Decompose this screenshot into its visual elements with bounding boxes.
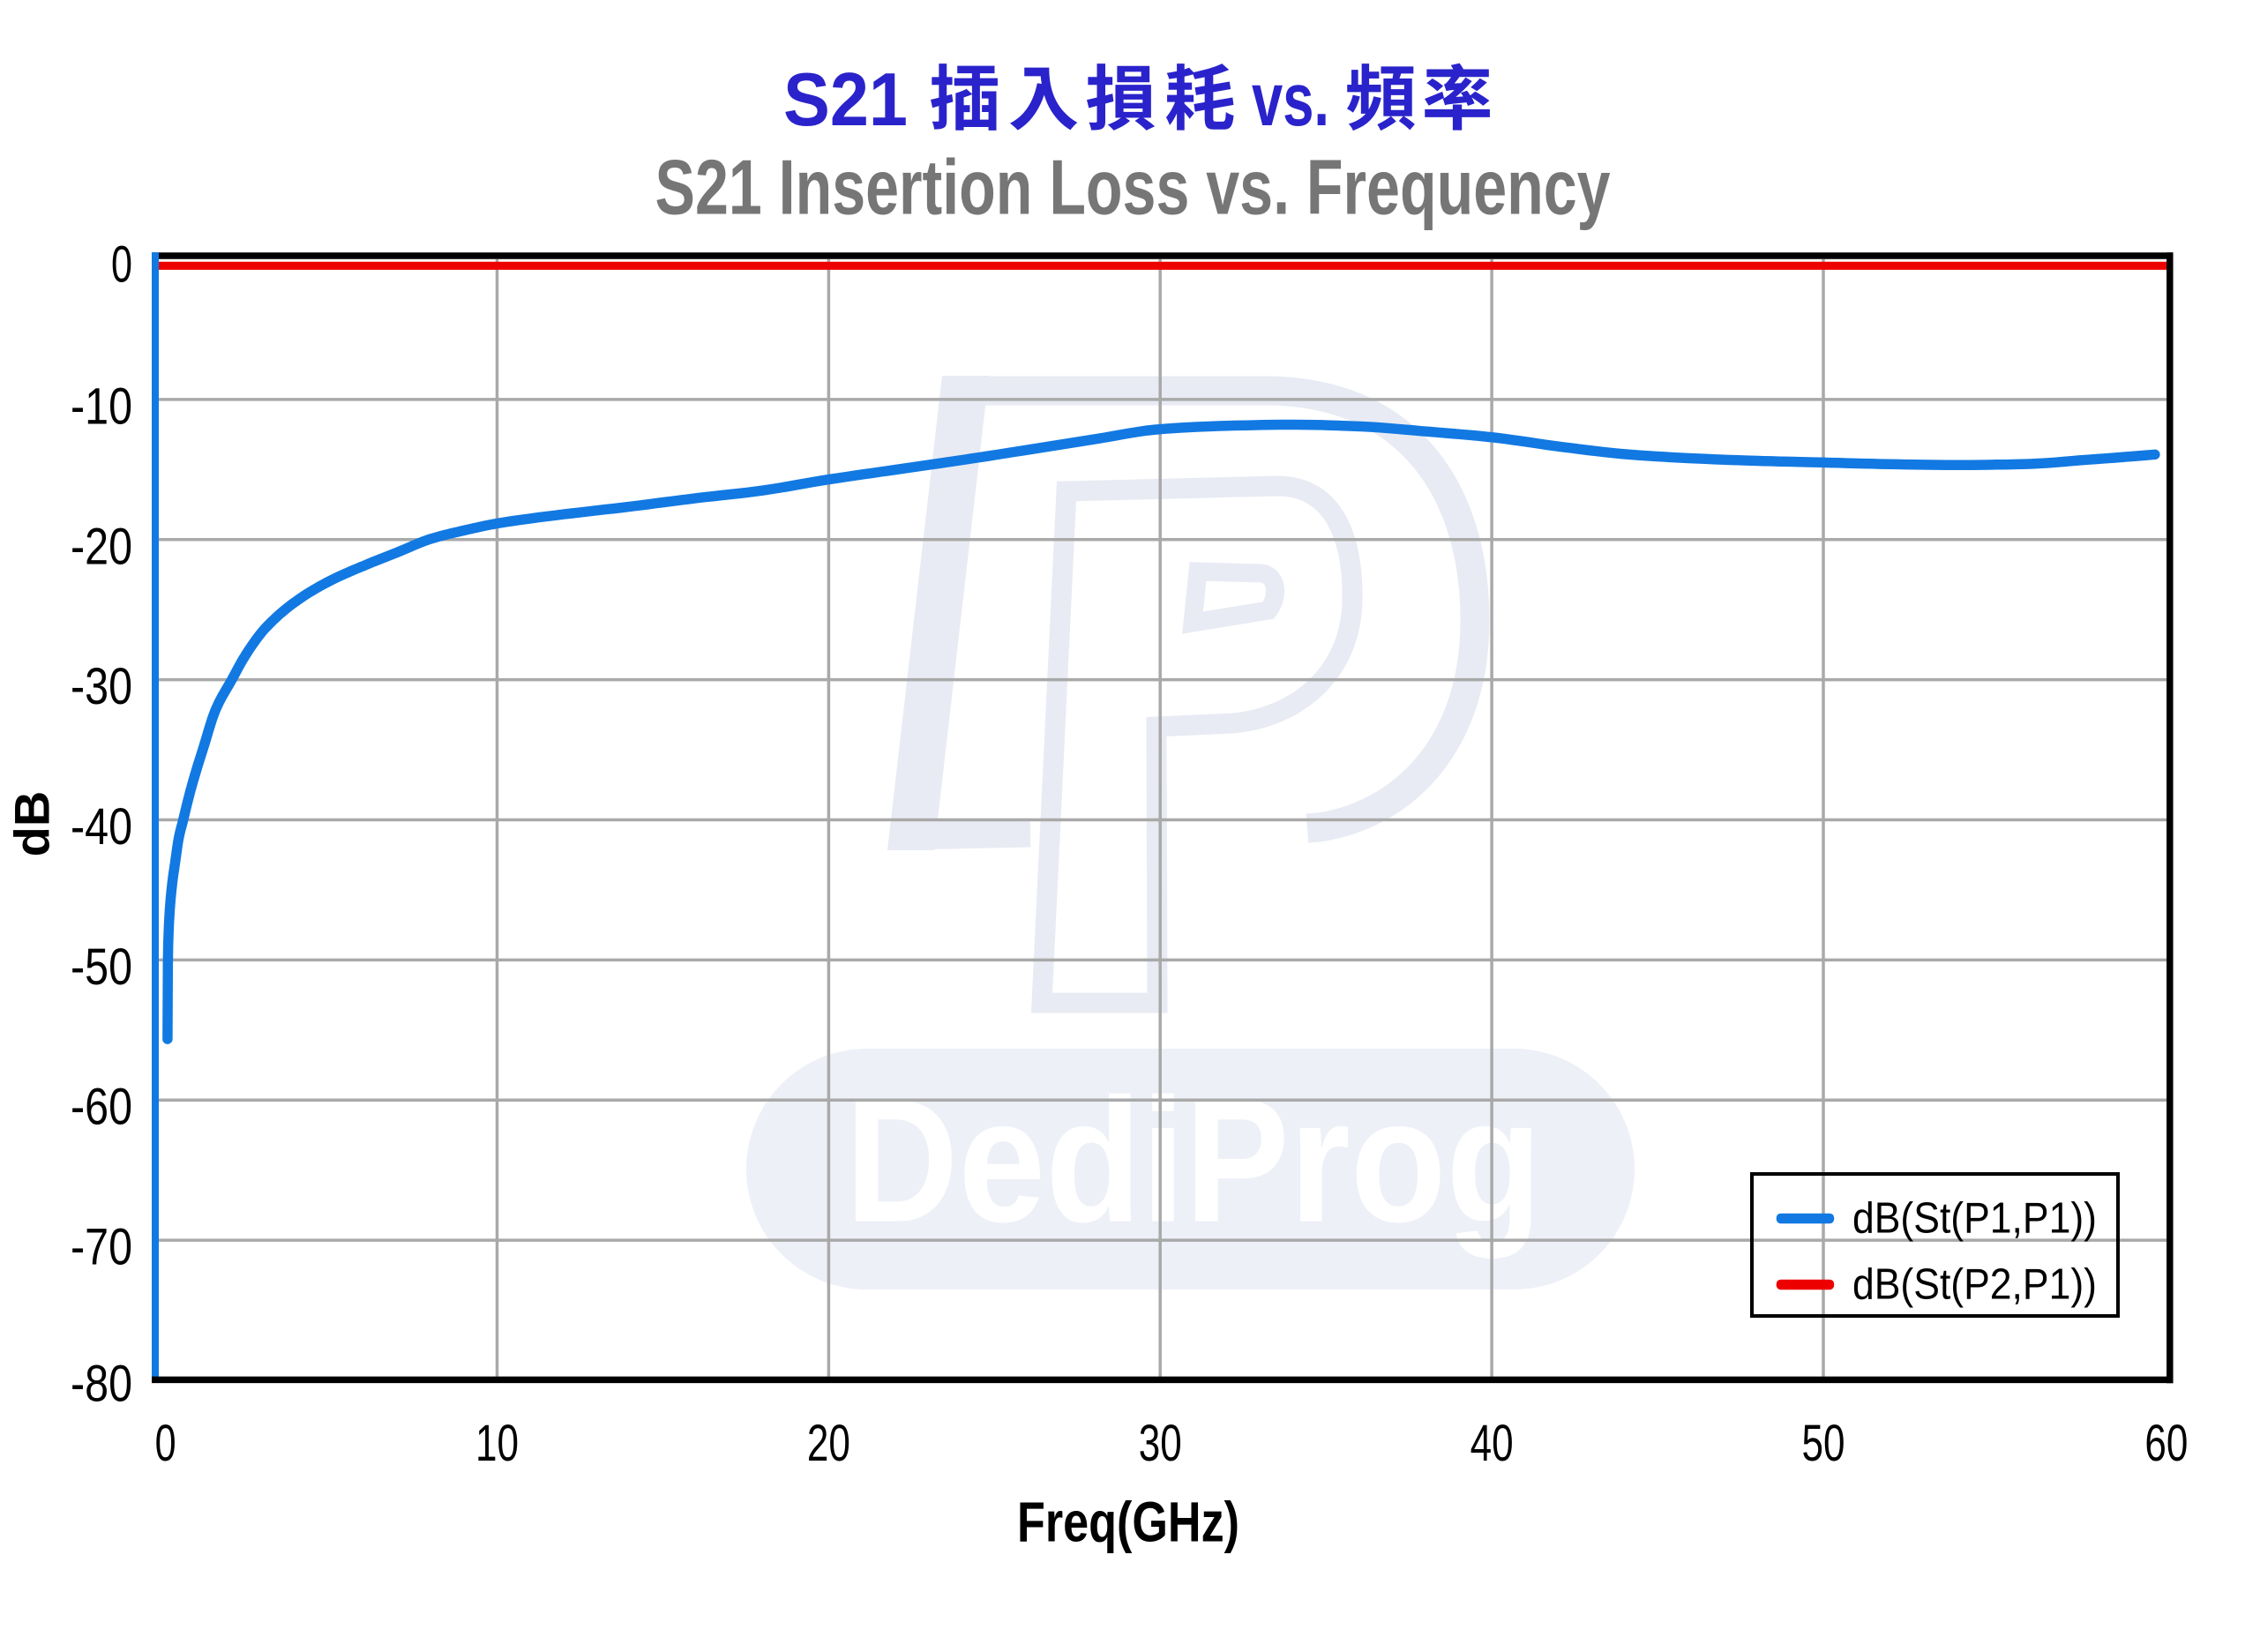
svg-text:40: 40: [1470, 1415, 1514, 1472]
svg-text:dB(St(P1,P1)): dB(St(P1,P1)): [1852, 1194, 2097, 1242]
svg-text:vs.: vs.: [1252, 58, 1329, 142]
svg-text:DediProg: DediProg: [845, 1063, 1542, 1260]
svg-text:0: 0: [155, 1415, 176, 1472]
svg-text:-30: -30: [71, 658, 132, 715]
svg-text:-10: -10: [71, 377, 132, 435]
svg-text:dB: dB: [4, 791, 60, 857]
svg-text:-20: -20: [71, 518, 132, 575]
svg-text:0: 0: [111, 236, 132, 294]
svg-text:30: 30: [1139, 1415, 1182, 1472]
svg-text:-60: -60: [71, 1079, 132, 1136]
svg-text:-80: -80: [71, 1356, 132, 1413]
svg-text:-70: -70: [71, 1219, 132, 1276]
svg-text:50: 50: [1802, 1415, 1845, 1472]
svg-text:60: 60: [2144, 1415, 2188, 1472]
svg-text:-50: -50: [71, 938, 132, 996]
svg-text:Freq(GHz): Freq(GHz): [1017, 1491, 1239, 1554]
svg-text:dB(St(P2,P1)): dB(St(P2,P1)): [1852, 1261, 2097, 1309]
svg-text:20: 20: [807, 1415, 850, 1472]
svg-text:-40: -40: [71, 798, 132, 856]
svg-text:S21 Insertion Loss vs. Frequen: S21 Insertion Loss vs. Frequency: [655, 144, 1611, 231]
svg-text:10: 10: [475, 1415, 519, 1472]
svg-text:S21: S21: [783, 58, 908, 142]
